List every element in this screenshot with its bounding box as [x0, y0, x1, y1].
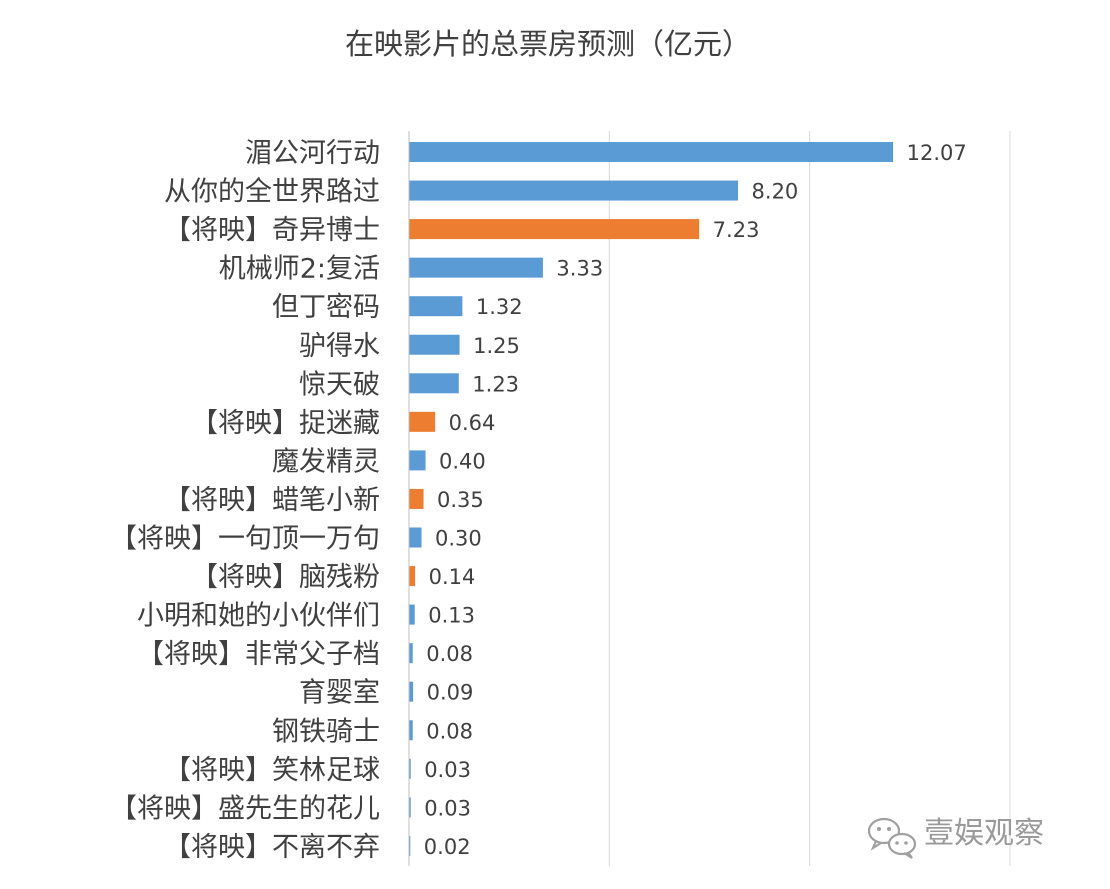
bar	[409, 720, 413, 741]
bar	[409, 527, 422, 548]
value-label: 0.13	[428, 604, 475, 628]
category-label: 小明和她的小伙伴们	[137, 601, 380, 632]
value-label: 0.35	[437, 488, 484, 512]
value-label: 0.64	[449, 411, 496, 435]
category-label: 【将映】一句顶一万句	[110, 524, 380, 555]
bar	[409, 604, 415, 625]
bar	[409, 566, 416, 587]
bar	[409, 411, 436, 432]
value-label: 0.30	[435, 527, 482, 551]
category-label: 机械师2:复活	[219, 254, 380, 285]
value-label: 1.23	[472, 372, 519, 396]
gridlines	[408, 131, 1011, 866]
bar	[409, 180, 739, 201]
category-label: 【将映】非常父子档	[137, 639, 380, 670]
bar	[409, 142, 894, 162]
bar	[409, 758, 411, 779]
bar	[409, 219, 700, 240]
category-label: 湄公河行动	[245, 138, 380, 169]
value-label: 8.20	[752, 180, 799, 204]
value-label: 0.03	[424, 796, 471, 820]
watermark: 壹娱观察	[867, 816, 1044, 859]
bar	[409, 450, 426, 471]
category-labels: 湄公河行动从你的全世界路过【将映】奇异博士机械师2:复活但丁密码驴得水惊天破【将…	[110, 138, 380, 863]
category-label: 从你的全世界路过	[164, 177, 380, 208]
category-label: 【将映】捉迷藏	[191, 408, 380, 439]
value-label: 0.09	[427, 681, 474, 705]
category-label: 【将映】笑林足球	[164, 755, 380, 786]
category-label: 【将映】盛先生的花儿	[110, 793, 380, 824]
bar	[409, 797, 411, 818]
value-label: 7.23	[713, 218, 760, 242]
value-label: 0.14	[429, 565, 476, 589]
bar	[409, 681, 414, 702]
bar	[409, 488, 424, 509]
category-label: 魔发精灵	[272, 446, 380, 477]
value-label: 1.25	[473, 334, 520, 358]
category-label: 驴得水	[299, 331, 380, 362]
bar	[409, 257, 543, 278]
category-label: 惊天破	[299, 369, 380, 400]
wechat-icon	[867, 817, 917, 859]
category-label: 钢铁骑士	[272, 716, 380, 747]
value-label: 12.07	[907, 141, 967, 165]
value-label: 0.08	[426, 719, 473, 743]
category-label: 【将映】不离不弃	[164, 832, 380, 863]
chart-title: 在映影片的总票房预测（亿元）	[345, 27, 751, 61]
category-label: 【将映】蜡笔小新	[164, 485, 380, 516]
bar	[409, 373, 459, 394]
category-label: 育婴室	[299, 678, 380, 709]
category-label: 【将映】脑残粉	[191, 562, 380, 593]
category-label: 【将映】奇异博士	[164, 215, 380, 246]
bar	[409, 296, 463, 317]
value-label: 3.33	[556, 257, 603, 281]
value-label: 0.08	[426, 642, 473, 666]
value-label: 0.02	[424, 835, 471, 859]
category-label: 但丁密码	[272, 292, 380, 323]
bar	[409, 643, 413, 664]
value-label: 0.03	[424, 758, 471, 782]
bar	[409, 835, 411, 856]
watermark-text: 壹娱观察	[924, 816, 1044, 851]
value-labels: 12.07 8.20 7.23 3.33 1.32 1.25 1.23 0.64 0.40 0.3…	[424, 141, 967, 859]
bar	[409, 334, 460, 355]
bars	[409, 142, 894, 856]
value-label: 1.32	[476, 295, 523, 319]
value-label: 0.40	[439, 449, 486, 473]
